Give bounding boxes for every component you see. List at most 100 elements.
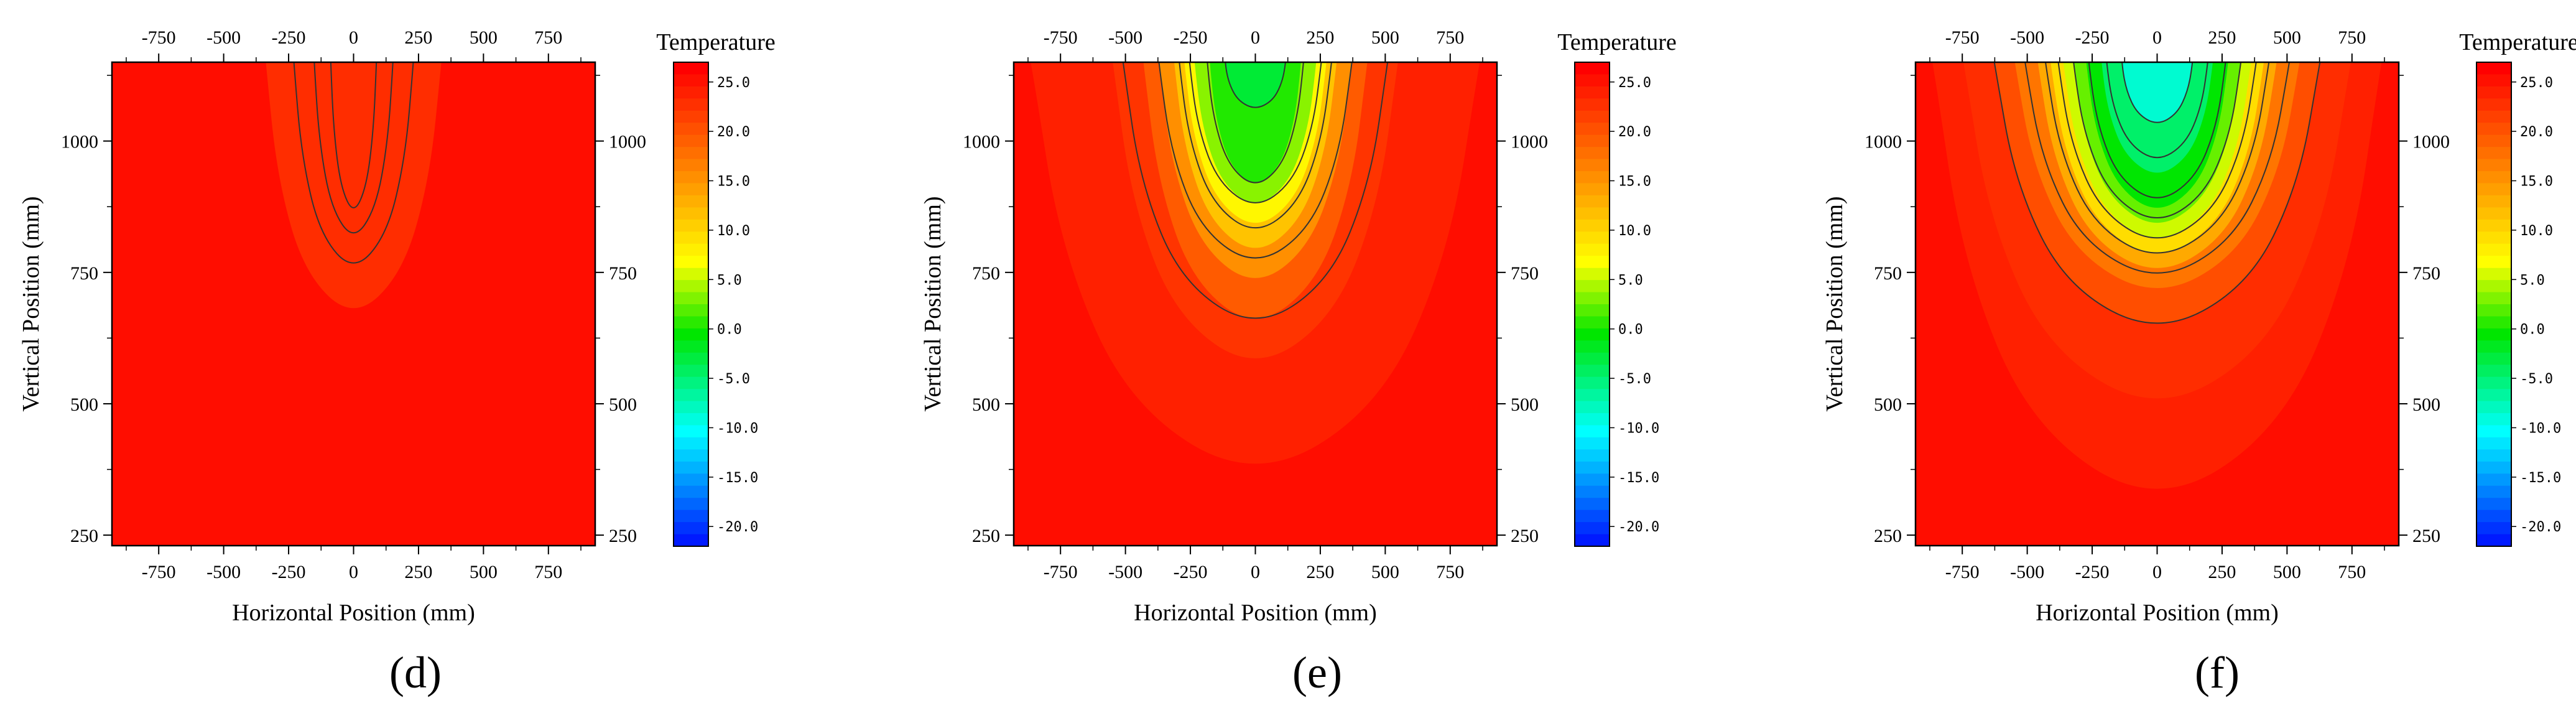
colorbar-segment: [2476, 292, 2511, 305]
colorbar-segment: [2476, 413, 2511, 426]
colorbar-segment: [2476, 195, 2511, 208]
colorbar-segment: [1575, 231, 1610, 245]
colorbar-segment: [2476, 280, 2511, 293]
colorbar-segment: [2476, 86, 2511, 99]
colorbar-segment: [674, 449, 708, 462]
x-tick-label-bottom: -500: [206, 562, 241, 582]
y-tick-label-right: 500: [1511, 394, 1539, 415]
contour-line: [330, 62, 378, 208]
colorbar-segment: [2476, 352, 2511, 365]
colorbar-segment: [2476, 219, 2511, 232]
colorbar-segment: [1575, 268, 1610, 281]
contour-line: [2057, 62, 2257, 239]
colorbar-segment: [674, 304, 708, 317]
colorbar-segment: [674, 473, 708, 487]
x-tick-label-bottom: 750: [2338, 562, 2366, 582]
colorbar-segment: [1575, 376, 1610, 389]
colorbar-segment: [674, 171, 708, 184]
colorbar-segment: [674, 498, 708, 511]
y-tick-label-left: 1000: [61, 132, 98, 152]
colorbar-segment: [2476, 74, 2511, 87]
colorbar-segment: [674, 534, 708, 547]
colorbar-segment: [674, 123, 708, 136]
colorbar-segment: [2476, 159, 2511, 172]
x-tick-label-bottom: -500: [2010, 562, 2044, 582]
colorbar-tick-label: -15.0: [1618, 470, 1659, 486]
y-tick-label-right: 250: [609, 526, 637, 546]
colorbar-segment: [2476, 425, 2511, 438]
colorbar-segment: [674, 62, 708, 75]
colorbar-tick-label: -20.0: [2520, 520, 2561, 535]
colorbar-segment: [674, 86, 708, 99]
colorbar-segment: [2476, 437, 2511, 450]
colorbar-segment: [2476, 401, 2511, 414]
colorbar-segment: [2476, 389, 2511, 402]
x-tick-label-top: 750: [2338, 27, 2366, 48]
colorbar-segment: [1575, 219, 1610, 232]
colorbar-segment: [674, 195, 708, 208]
colorbar-segment: [2476, 134, 2511, 147]
y-tick-label-right: 250: [1511, 526, 1539, 546]
x-tick-label-top: 500: [2273, 27, 2301, 48]
temperature-band: [2122, 62, 2193, 123]
colorbar-segment: [1575, 340, 1610, 353]
plot-area: [1916, 62, 2399, 546]
contour-line: [313, 62, 394, 234]
panel-e: -750 -750 -500 -500 -250 -250 0 0 250 250 500 500 75…: [920, 27, 1677, 697]
colorbar-segment: [2476, 256, 2511, 269]
x-tick-label-top: 750: [1436, 27, 1464, 48]
colorbar-tick-label: -20.0: [717, 520, 758, 535]
x-tick-label-bottom: -250: [2075, 562, 2110, 582]
x-tick-label-bottom: 750: [534, 562, 562, 582]
colorbar-segment: [2476, 485, 2511, 498]
colorbar-tick-label: 20.0: [1618, 124, 1651, 140]
x-tick-label-top: 750: [534, 27, 562, 48]
colorbar: Temperature 25.0 20.0 15.0 10.0 5.0 0.0 -5.0 -10…: [2459, 29, 2576, 547]
colorbar-segment: [2476, 243, 2511, 256]
colorbar-tick-label: 10.0: [1618, 223, 1651, 239]
colorbar-segment: [2476, 316, 2511, 329]
colorbar-segment: [1575, 522, 1610, 535]
y-tick-label-right: 1000: [1511, 132, 1548, 152]
colorbar-segment: [2476, 328, 2511, 341]
y-tick-label-left: 500: [70, 394, 98, 415]
colorbar-segment: [1575, 292, 1610, 305]
x-tick-label-top: 250: [1306, 27, 1334, 48]
colorbar-tick-label: 5.0: [717, 273, 742, 288]
contour-line: [1225, 62, 1286, 108]
contour-line: [1122, 62, 1389, 319]
contour-line: [1207, 62, 1304, 184]
colorbar-segment: [674, 389, 708, 402]
colorbar-segment: [2476, 110, 2511, 123]
x-tick-label-top: 250: [404, 27, 432, 48]
colorbar-segment: [1575, 365, 1610, 378]
x-tick-label-top: 0: [349, 27, 358, 48]
colorbar-segment: [1575, 134, 1610, 147]
colorbar-tick-label: 0.0: [2520, 322, 2545, 338]
colorbar-segment: [2476, 123, 2511, 136]
plot-area: [1014, 62, 1497, 546]
colorbar-segment: [1575, 171, 1610, 184]
colorbar-segment: [674, 98, 708, 111]
contour-line: [1179, 62, 1332, 229]
colorbar-segment: [2476, 522, 2511, 535]
x-tick-label-bottom: -750: [142, 562, 176, 582]
colorbar-frame: [673, 62, 709, 547]
colorbar-segment: [1575, 401, 1610, 414]
colorbar-segment: [2476, 510, 2511, 523]
x-tick-label-bottom: -750: [1945, 562, 1980, 582]
colorbar-title: Temperature: [656, 29, 775, 55]
x-tick-label-top: 500: [1371, 27, 1399, 48]
colorbar-segment: [674, 352, 708, 365]
colorbar: Temperature 25.0 20.0 15.0 10.0 5.0 0.0 -5.0 -10…: [1557, 29, 1677, 547]
colorbar-segment: [674, 110, 708, 123]
y-tick-label-left: 250: [972, 526, 1000, 546]
colorbar-segment: [2476, 207, 2511, 220]
colorbar-segment: [1575, 389, 1610, 402]
y-tick-label-left: 500: [1874, 394, 1902, 415]
colorbar-segment: [1575, 243, 1610, 256]
x-tick-label-top: -250: [272, 27, 306, 48]
contour-line: [1993, 62, 2321, 324]
contour-line: [2121, 62, 2194, 123]
colorbar-segment: [1575, 256, 1610, 269]
